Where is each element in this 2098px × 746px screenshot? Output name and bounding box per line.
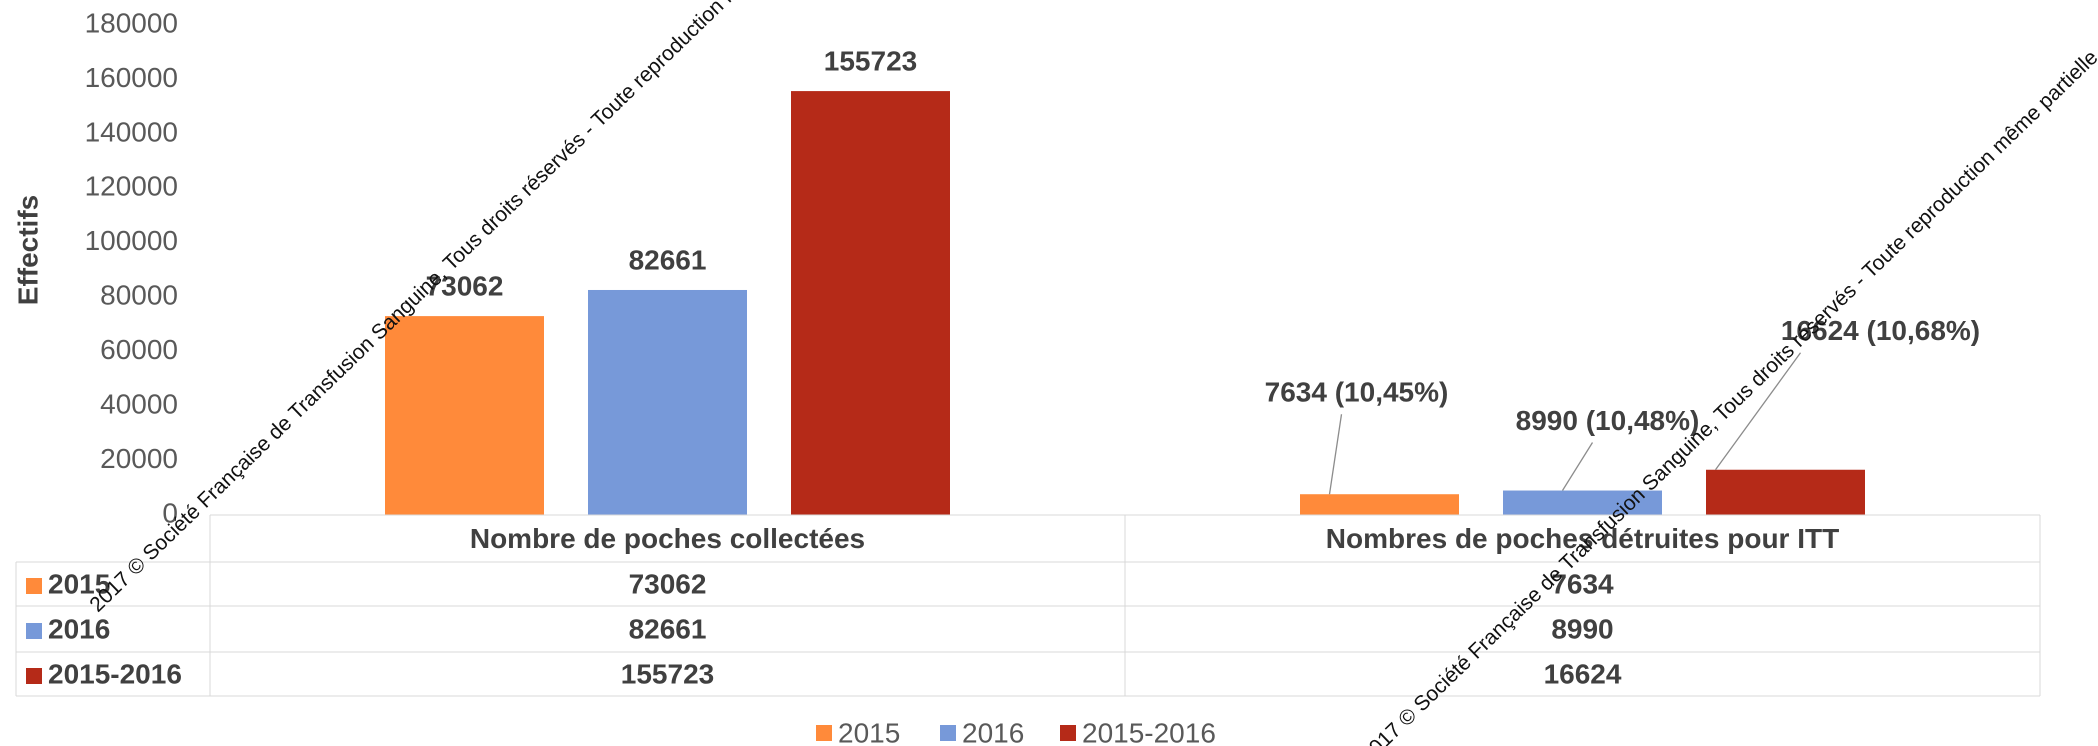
y-tick-label: 40000: [100, 389, 178, 420]
legend-key: [940, 725, 956, 741]
data-label: 8990 (10,48%): [1516, 405, 1700, 436]
bar: [1503, 490, 1662, 515]
x-tick-label: Nombres de poches détruites pour ITT: [1326, 523, 1839, 554]
legend-label: 2015: [838, 717, 900, 746]
data-label: 82661: [629, 244, 707, 275]
table-row-label: 2015-2016: [48, 658, 182, 689]
bar: [385, 316, 544, 515]
watermark: 2017 © Société Française de Transfusion …: [1356, 0, 2098, 746]
table-cell: 73062: [629, 568, 707, 599]
table-legend-key: [26, 668, 42, 684]
y-tick-label: 140000: [85, 116, 178, 147]
y-tick-label: 100000: [85, 225, 178, 256]
table-cell: 82661: [629, 613, 707, 644]
bar: [791, 91, 950, 515]
legend-key: [1060, 725, 1076, 741]
bar: [1300, 494, 1459, 515]
data-label: 7634 (10,45%): [1265, 377, 1449, 408]
table-cell: 8990: [1551, 613, 1613, 644]
bar: [1706, 469, 1865, 515]
y-tick-label: 20000: [100, 443, 178, 474]
y-tick-label: 80000: [100, 280, 178, 311]
table-cell: 155723: [621, 658, 714, 689]
table-legend-key: [26, 578, 42, 594]
y-tick-label: 180000: [85, 7, 178, 38]
leader-line: [1328, 414, 1343, 495]
data-label: 73062: [426, 270, 504, 301]
table-cell: 16624: [1544, 658, 1622, 689]
x-tick-label: Nombre de poches collectées: [470, 523, 865, 554]
leader-line: [1714, 352, 1802, 471]
data-label: 16624 (10,68%): [1781, 315, 1980, 346]
table-row-label: 2016: [48, 613, 110, 644]
legend-key: [816, 725, 832, 741]
legend-label: 2016: [962, 717, 1024, 746]
bar: [588, 289, 747, 515]
data-label: 155723: [824, 45, 917, 76]
leader-line: [1561, 442, 1594, 491]
table-cell: 7634: [1551, 568, 1614, 599]
y-tick-label: 120000: [85, 171, 178, 202]
table-row-label: 2015: [48, 568, 110, 599]
table-legend-key: [26, 623, 42, 639]
y-tick-label: 0: [162, 497, 178, 528]
legend-label: 2015-2016: [1082, 717, 1216, 746]
y-axis-label: Effectifs: [12, 195, 43, 305]
y-tick-label: 160000: [85, 62, 178, 93]
y-tick-label: 60000: [100, 334, 178, 365]
